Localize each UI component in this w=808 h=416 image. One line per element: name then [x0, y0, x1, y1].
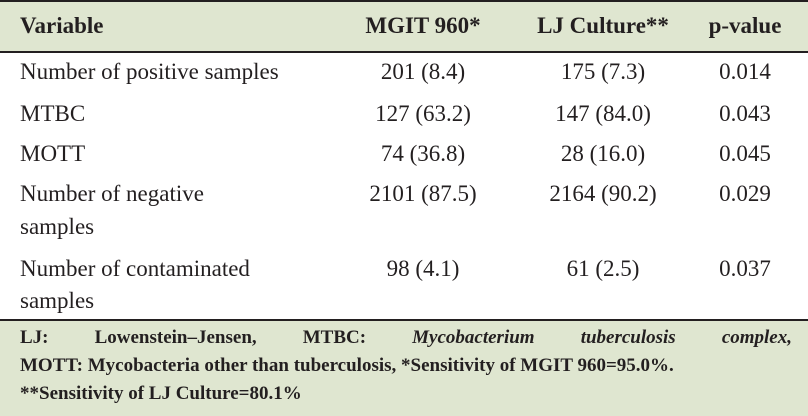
row-label-continued: samples — [20, 288, 95, 313]
row-mgit: 201 (8.4) — [380, 59, 466, 84]
header-lj: LJ Culture** — [537, 13, 669, 38]
row-mgit: 127 (63.2) — [375, 101, 471, 126]
table-header-row — [0, 0, 808, 53]
header-variable: Variable — [20, 13, 104, 38]
row-label: Number of positive samples — [20, 59, 279, 84]
row-label: MTBC — [20, 101, 86, 126]
footnote-word: MTBC: — [302, 327, 367, 348]
row-lj: 2164 (90.2) — [549, 181, 657, 206]
row-p: 0.045 — [719, 141, 771, 166]
row-lj: 147 (84.0) — [555, 101, 651, 126]
header-p-value: p-value — [708, 13, 782, 38]
footnote-line-1: LJ: Lowenstein–Jensen, MTBC: Mycobacteri… — [20, 326, 792, 350]
header-mgit: MGIT 960* — [365, 13, 481, 38]
footnote-word: LJ: — [20, 327, 49, 348]
row-p: 0.029 — [719, 181, 771, 206]
row-mgit: 98 (4.1) — [386, 256, 460, 281]
row-mgit: 74 (36.8) — [380, 141, 466, 166]
table-footnote-band — [0, 319, 808, 416]
row-label-continued: samples — [20, 214, 95, 239]
row-lj: 175 (7.3) — [560, 59, 646, 84]
footnote-word: tuberculosis — [580, 327, 676, 348]
row-lj: 28 (16.0) — [560, 141, 646, 166]
row-mgit: 2101 (87.5) — [369, 181, 477, 206]
row-label: MOTT — [20, 141, 86, 166]
row-p: 0.043 — [719, 101, 771, 126]
footnote-line-3: **Sensitivity of LJ Culture=80.1% — [20, 383, 302, 404]
footnote-word: Lowenstein–Jensen, — [94, 327, 257, 348]
row-p: 0.014 — [719, 59, 771, 84]
row-lj: 61 (2.5) — [566, 256, 640, 281]
footnote-word: complex, — [721, 327, 792, 348]
footnote-word: Mycobacterium — [412, 327, 535, 348]
row-label: Number of negative — [20, 181, 204, 206]
row-label: Number of contaminated — [20, 256, 250, 281]
footnote-line-2: MOTT: Mycobacteria other than tuberculos… — [20, 355, 674, 376]
row-p: 0.037 — [719, 256, 771, 281]
